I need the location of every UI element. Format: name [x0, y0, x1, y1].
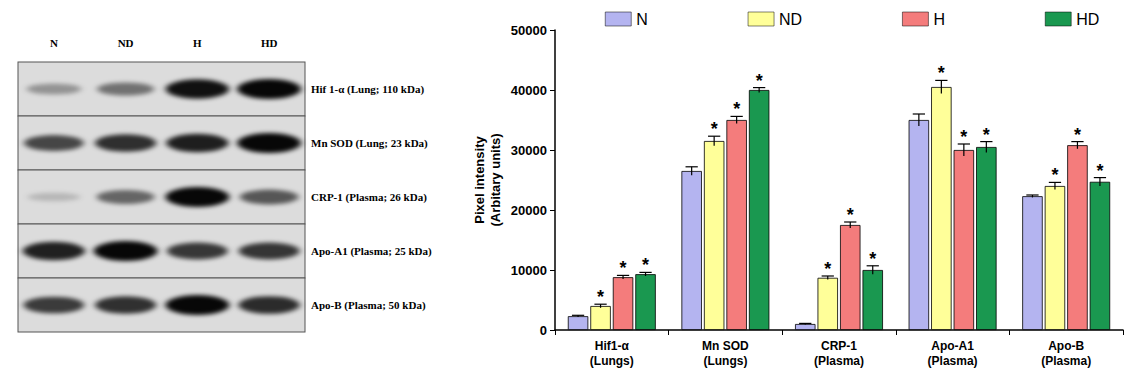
svg-text:Apo-B: Apo-B — [1048, 339, 1084, 353]
svg-text:*: * — [847, 205, 854, 225]
svg-text:(Lungs): (Lungs) — [703, 354, 747, 368]
svg-text:Mn SOD (Lung; 23 kDa): Mn SOD (Lung; 23 kDa) — [311, 137, 428, 150]
svg-text:H: H — [193, 37, 202, 49]
svg-text:ND: ND — [118, 37, 134, 49]
svg-text:(Plasma): (Plasma) — [1041, 354, 1091, 368]
svg-text:N: N — [50, 37, 58, 49]
svg-text:*: * — [1051, 165, 1058, 185]
svg-text:Pixel intensity: Pixel intensity — [472, 136, 487, 224]
svg-text:(Plasma): (Plasma) — [814, 354, 864, 368]
svg-text:*: * — [711, 119, 718, 139]
svg-text:(Lungs): (Lungs) — [590, 354, 634, 368]
svg-text:HD: HD — [1076, 11, 1099, 28]
svg-text:*: * — [824, 259, 831, 279]
svg-text:ND: ND — [779, 11, 802, 28]
svg-text:Mn SOD: Mn SOD — [702, 339, 749, 353]
svg-text:*: * — [733, 99, 740, 119]
svg-text:Apo-A1: Apo-A1 — [931, 339, 974, 353]
svg-text:*: * — [938, 63, 945, 83]
svg-text:*: * — [1074, 125, 1081, 145]
svg-text:30000: 30000 — [511, 143, 547, 158]
svg-text:*: * — [756, 71, 763, 91]
svg-text:(Arbitary units): (Arbitary units) — [488, 133, 503, 226]
svg-text:20000: 20000 — [511, 203, 547, 218]
svg-text:HD: HD — [261, 37, 278, 49]
svg-text:50000: 50000 — [511, 23, 547, 38]
svg-text:*: * — [620, 258, 627, 278]
svg-text:0: 0 — [540, 323, 547, 338]
svg-text:(Plasma): (Plasma) — [928, 354, 978, 368]
svg-text:CRP-1: CRP-1 — [821, 339, 857, 353]
svg-text:*: * — [983, 125, 990, 145]
svg-text:Hif1-α: Hif1-α — [595, 339, 630, 353]
svg-text:H: H — [933, 11, 945, 28]
svg-text:*: * — [960, 127, 967, 147]
svg-text:Hif 1-α (Lung; 110 kDa): Hif 1-α (Lung; 110 kDa) — [311, 83, 424, 96]
svg-text:N: N — [636, 11, 648, 28]
svg-text:*: * — [1096, 161, 1103, 181]
svg-text:Apo-B (Plasma; 50 kDa): Apo-B (Plasma; 50 kDa) — [311, 299, 426, 312]
svg-text:Apo-A1 (Plasma; 25 kDa): Apo-A1 (Plasma; 25 kDa) — [311, 245, 432, 258]
svg-text:*: * — [869, 249, 876, 269]
svg-text:10000: 10000 — [511, 263, 547, 278]
svg-text:*: * — [597, 287, 604, 307]
svg-text:*: * — [642, 255, 649, 275]
svg-text:40000: 40000 — [511, 83, 547, 98]
svg-text:CRP-1 (Plasma; 26 kDa): CRP-1 (Plasma; 26 kDa) — [311, 191, 427, 204]
